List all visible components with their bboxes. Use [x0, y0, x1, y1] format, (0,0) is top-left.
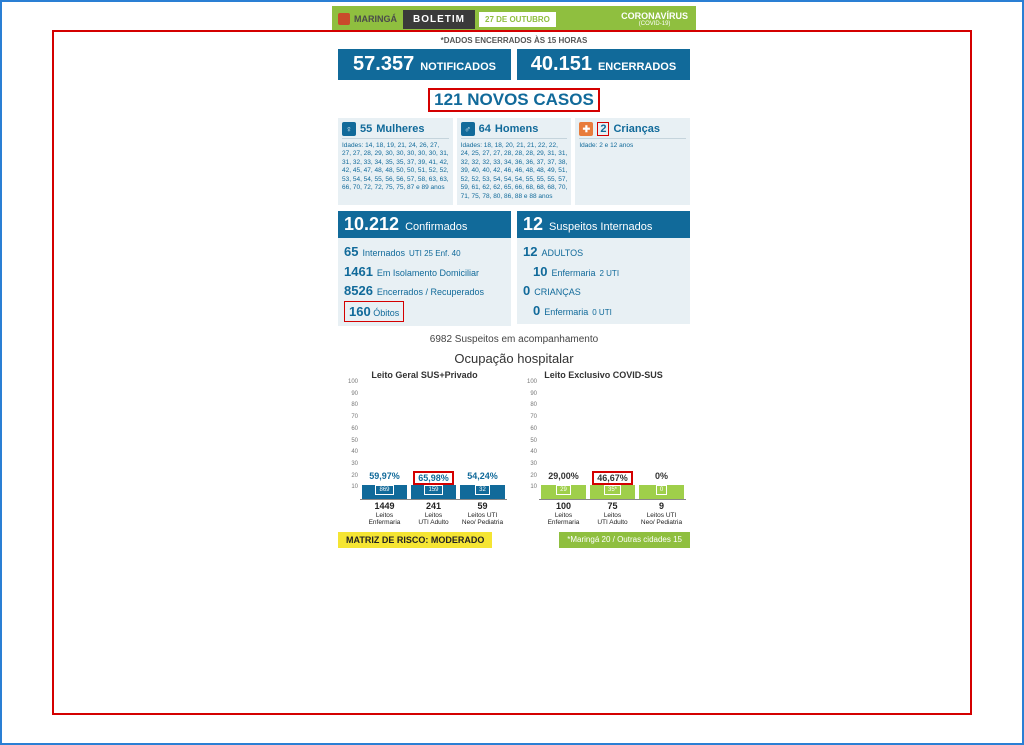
notified-label: NOTIFICADOS: [420, 61, 496, 73]
city-badge: MARINGÁ: [332, 13, 403, 25]
header-bar: MARINGÁ BOLETIM 27 DE OUTUBRO CORONAVÍRU…: [332, 6, 696, 32]
closed-box: 40.151 ENCERRADOS: [517, 49, 690, 80]
footer-row: MATRIZ DE RISCO: MODERADO *Maringá 20 / …: [332, 532, 696, 548]
new-cases-highlight: 121 NOVOS CASOS: [428, 88, 600, 112]
bulletin-title: BOLETIM: [403, 10, 475, 29]
city-name: MARINGÁ: [354, 14, 397, 24]
bulletin-date: 27 DE OUTUBRO: [479, 12, 556, 27]
charts-row: Leito Geral SUS+Privado 1009080706050403…: [332, 370, 696, 526]
notified-box: 57.357 NOTIFICADOS: [338, 49, 511, 80]
top-stats-row: 57.357 NOTIFICADOS 40.151 ENCERRADOS: [332, 49, 696, 80]
risk-matrix: MATRIZ DE RISCO: MODERADO: [338, 532, 492, 548]
mid-stats-row: 10.212 Confirmados 65InternadosUTI 25 En…: [332, 205, 696, 332]
chart-right: Leito Exclusivo COVID-SUS 10090807060504…: [521, 370, 686, 526]
kids-number-highlight: 2: [597, 122, 609, 136]
women-col: ♀ 55 Mulheres Idades: 14, 18, 19, 21, 24…: [338, 118, 453, 205]
closed-label: ENCERRADOS: [598, 61, 676, 73]
suspects-box: 12 Suspeitos Internados 12ADULTOS10Enfer…: [517, 211, 690, 326]
coronavirus-label: CORONAVÍRUS (COVID-19): [613, 12, 696, 27]
women-ages: Idades: 14, 18, 19, 21, 24, 26, 27, 27, …: [342, 142, 449, 193]
chart-left: Leito Geral SUS+Privado 1009080706050403…: [342, 370, 507, 526]
woman-icon: ♀: [342, 122, 356, 136]
confirmed-box: 10.212 Confirmados 65InternadosUTI 25 En…: [338, 211, 511, 326]
kids-col: ✚ 2 Crianças Idade: 2 e 12 anos: [575, 118, 690, 205]
occupancy-title: Ocupação hospitalar: [332, 351, 696, 366]
closed-number: 40.151: [531, 53, 592, 76]
child-icon: ✚: [579, 122, 593, 136]
men-col: ♂ 64 Homens Idades: 18, 18, 20, 21, 21, …: [457, 118, 572, 205]
kids-ages: Idade: 2 e 12 anos: [579, 142, 686, 150]
notified-number: 57.357: [353, 53, 414, 76]
city-shield-icon: [338, 13, 350, 25]
men-ages: Idades: 18, 18, 20, 21, 21, 22, 22, 24, …: [461, 142, 568, 201]
data-timestamp: *DADOS ENCERRADOS ÀS 15 HORAS: [332, 36, 696, 45]
new-cases-row: 121 NOVOS CASOS: [332, 88, 696, 112]
man-icon: ♂: [461, 122, 475, 136]
bulletin: MARINGÁ BOLETIM 27 DE OUTUBRO CORONAVÍRU…: [332, 6, 696, 548]
demographics-row: ♀ 55 Mulheres Idades: 14, 18, 19, 21, 24…: [332, 118, 696, 205]
monitoring-line: 6982 Suspeitos em acompanhamento: [332, 334, 696, 345]
footer-note: *Maringá 20 / Outras cidades 15: [559, 532, 690, 548]
